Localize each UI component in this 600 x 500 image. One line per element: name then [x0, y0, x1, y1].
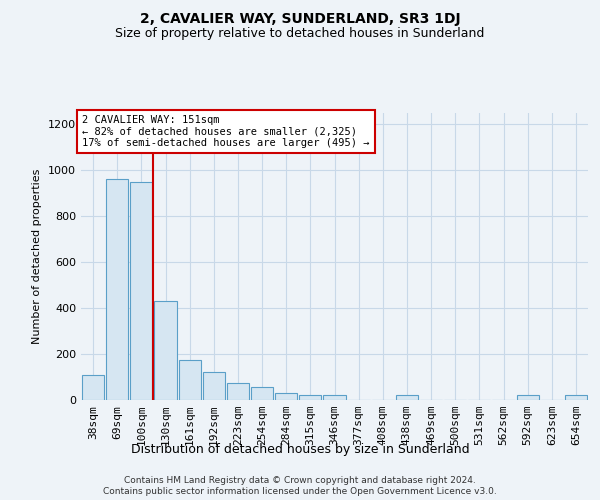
- Bar: [203, 372, 225, 400]
- Bar: [130, 182, 152, 400]
- Text: 2, CAVALIER WAY, SUNDERLAND, SR3 1DJ: 2, CAVALIER WAY, SUNDERLAND, SR3 1DJ: [140, 12, 460, 26]
- Bar: [227, 383, 249, 400]
- Bar: [179, 360, 201, 400]
- Text: Distribution of detached houses by size in Sunderland: Distribution of detached houses by size …: [131, 442, 469, 456]
- Bar: [517, 396, 539, 400]
- Bar: [82, 374, 104, 400]
- Y-axis label: Number of detached properties: Number of detached properties: [32, 168, 43, 344]
- Bar: [323, 396, 346, 400]
- Bar: [106, 179, 128, 400]
- Text: Contains public sector information licensed under the Open Government Licence v3: Contains public sector information licen…: [103, 488, 497, 496]
- Bar: [154, 301, 176, 400]
- Text: Contains HM Land Registry data © Crown copyright and database right 2024.: Contains HM Land Registry data © Crown c…: [124, 476, 476, 485]
- Bar: [299, 396, 322, 400]
- Text: 2 CAVALIER WAY: 151sqm
← 82% of detached houses are smaller (2,325)
17% of semi-: 2 CAVALIER WAY: 151sqm ← 82% of detached…: [82, 115, 370, 148]
- Bar: [396, 396, 418, 400]
- Text: Size of property relative to detached houses in Sunderland: Size of property relative to detached ho…: [115, 28, 485, 40]
- Bar: [565, 396, 587, 400]
- Bar: [275, 393, 298, 400]
- Bar: [251, 388, 273, 400]
